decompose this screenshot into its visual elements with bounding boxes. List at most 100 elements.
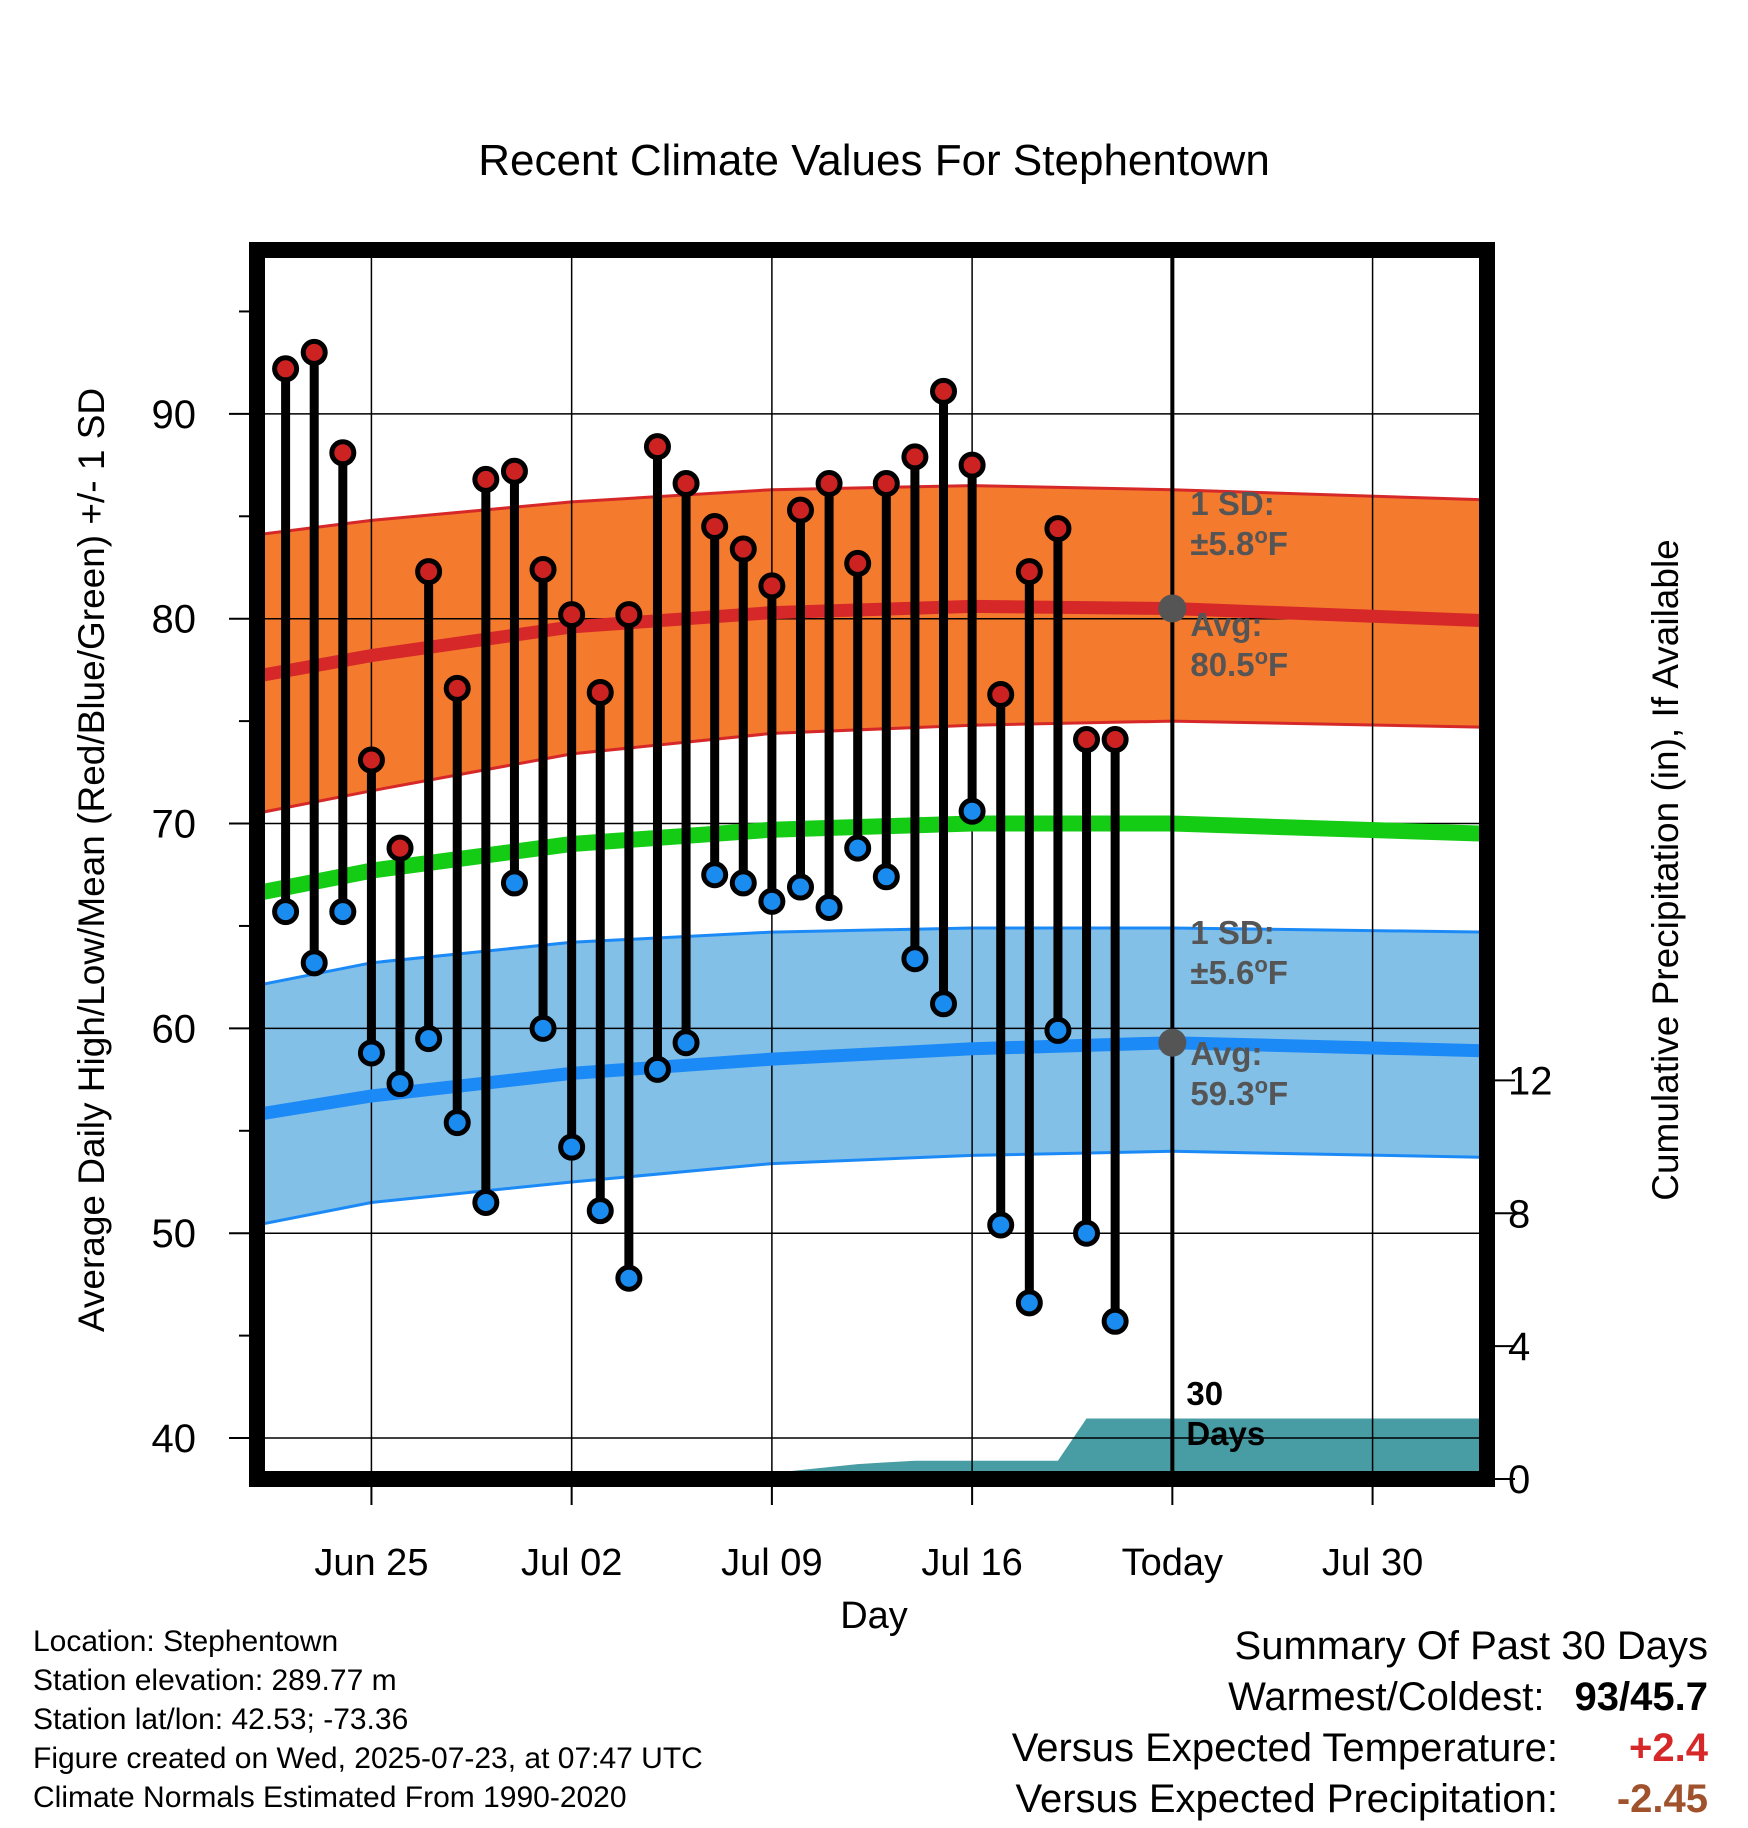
precipitation-area (686, 1418, 1487, 1479)
y-tick-label: 70 (152, 803, 197, 847)
daily-low-point (901, 945, 929, 973)
precip-window-annotation-line1: 30 (1186, 1375, 1223, 1412)
high-sd-annotation-unit: F (1268, 525, 1288, 562)
daily-low-point (586, 1197, 614, 1225)
daily-low-point (500, 869, 528, 897)
low-sd-annotation-line1: 1 SD: (1190, 914, 1274, 951)
high-avg-annotation-unit: F (1268, 646, 1288, 683)
daily-low-point (987, 1211, 1015, 1239)
daily-low-point (472, 1188, 500, 1216)
high-sd-annotation-line1: 1 SD: (1190, 485, 1274, 522)
warmest-coldest-value: 93/45.7 (1574, 1675, 1708, 1719)
daily-high-point (844, 549, 872, 577)
today-high-avg-marker (1158, 594, 1187, 623)
summary-title: Summary Of Past 30 Days (1234, 1624, 1708, 1668)
high-avg-annotation-line2: 80.5oF (1190, 644, 1288, 683)
temperature-anomaly-label: Versus Expected Temperature: (1011, 1726, 1558, 1770)
daily-high-point (586, 678, 614, 706)
daily-low-point (1015, 1289, 1043, 1317)
daily-low-point (558, 1133, 586, 1161)
daily-high-point (558, 601, 586, 629)
high-sd-annotation-degree: o (1254, 523, 1267, 548)
y-tick-label: 90 (152, 393, 197, 437)
daily-high-point (472, 465, 500, 493)
daily-high-point (329, 439, 357, 467)
daily-low-point (1101, 1307, 1129, 1335)
daily-low-point (844, 834, 872, 862)
daily-low-point (300, 949, 328, 977)
daily-low-point (1044, 1016, 1072, 1044)
daily-high-point (529, 556, 557, 584)
daily-high-point (729, 535, 757, 563)
daily-high-point (758, 572, 786, 600)
plot-frame (249, 242, 1495, 1487)
daily-low-point (329, 898, 357, 926)
precipitation-anomaly-row: Versus Expected Precipitation: -2.45 (1012, 1774, 1708, 1825)
low-sd-annotation-unit: F (1268, 954, 1288, 991)
x-tick-label: Jun 25 (314, 1542, 428, 1584)
daily-low-point (701, 861, 729, 889)
y-tick-label: 60 (152, 1007, 197, 1051)
y-axis-label: Average Daily High/Low/Mean (Red/Blue/Gr… (71, 388, 112, 1332)
x-tick-label: Jul 02 (521, 1542, 622, 1584)
daily-low-point (786, 873, 814, 901)
daily-low-point (758, 887, 786, 915)
y-right-tick-label: 4 (1508, 1325, 1530, 1369)
daily-low-point (272, 898, 300, 926)
precip-window-annotation-line2: Days (1186, 1415, 1265, 1452)
daily-high-point (443, 674, 471, 702)
daily-high-point (300, 338, 328, 366)
low-sd-band (257, 926, 1487, 1227)
low-sd-annotation-degree: o (1254, 952, 1267, 977)
low-avg-annotation-line1: Avg: (1190, 1035, 1262, 1072)
low-sd-annotation-line2: ±5.6oF (1190, 952, 1288, 991)
precipitation-anomaly-label: Versus Expected Precipitation: (1015, 1777, 1558, 1821)
daily-high-point (415, 558, 443, 586)
daily-high-point (272, 355, 300, 383)
precipitation-anomaly-value: -2.45 (1616, 1777, 1708, 1821)
daily-high-point (1044, 515, 1072, 543)
high-sd-annotation-line2: ±5.8oF (1190, 523, 1288, 562)
daily-low-point (872, 863, 900, 891)
daily-low-point (615, 1264, 643, 1292)
high-sd-band (257, 484, 1487, 815)
daily-high-point (872, 470, 900, 498)
daily-low-point (815, 894, 843, 922)
x-axis-label: Day (840, 1595, 908, 1637)
axes: 40 50 60 70 80 90 0 4 8 12 Jun 25 Jul 02 Jul 09 Jul 1… (152, 310, 1553, 1584)
daily-high-point (815, 470, 843, 498)
y-tick-label: 40 (152, 1417, 197, 1461)
daily-low-point (443, 1109, 471, 1137)
daily-low-point (415, 1025, 443, 1053)
created-text: Figure created on Wed, 2025-07-23, at 07… (33, 1742, 703, 1775)
high-avg-annotation-line1: Avg: (1190, 606, 1262, 643)
low-avg-annotation-line2: 59.3oF (1190, 1073, 1288, 1112)
daily-low-point (729, 869, 757, 897)
daily-high-point (930, 377, 958, 405)
high-avg-annotation-degree: o (1255, 644, 1268, 669)
daily-low-point (1073, 1219, 1101, 1247)
daily-low-point (930, 990, 958, 1018)
y-right-tick-label: 12 (1508, 1059, 1553, 1103)
daily-high-point (500, 457, 528, 485)
daily-high-point (643, 433, 671, 461)
low-avg-annotation-degree: o (1255, 1073, 1268, 1098)
daily-high-point (958, 451, 986, 479)
daily-high-point (615, 601, 643, 629)
daily-high-point (1101, 726, 1129, 754)
elevation-text: Station elevation: 289.77 m (33, 1664, 397, 1697)
warmest-coldest-row: Warmest/Coldest: 93/45.7 (1012, 1672, 1708, 1723)
today-low-avg-marker (1158, 1028, 1187, 1057)
low-avg-annotation-unit: F (1268, 1075, 1288, 1112)
y-right-tick-label: 0 (1508, 1458, 1530, 1502)
daily-low-point (357, 1039, 385, 1067)
daily-low-point (643, 1055, 671, 1083)
summary-panel: Summary Of Past 30 Days Warmest/Coldest:… (1012, 1620, 1708, 1825)
daily-high-point (672, 470, 700, 498)
temperature-anomaly-row: Versus Expected Temperature: +2.4 (1012, 1723, 1708, 1774)
temperature-anomaly-value: +2.4 (1629, 1726, 1708, 1770)
x-tick-label: Jul 16 (921, 1542, 1022, 1584)
